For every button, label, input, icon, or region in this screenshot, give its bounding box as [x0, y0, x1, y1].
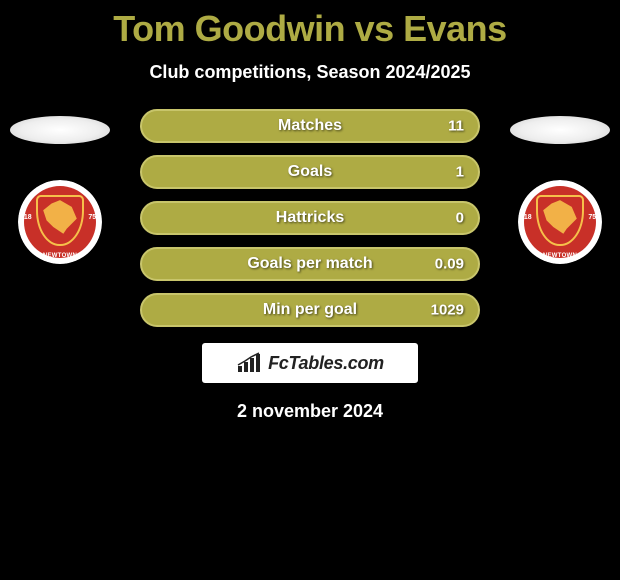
crest-club-name: NEWTOWN	[518, 253, 602, 259]
date-text: 2 november 2024	[0, 401, 620, 422]
stat-label: Min per goal	[263, 301, 357, 319]
left-player-col: 18 75 NEWTOWN	[10, 116, 110, 264]
crest-year-left: 18	[24, 214, 32, 221]
stat-value-right: 11	[448, 118, 464, 135]
crest-year-right: 75	[588, 214, 596, 221]
stat-value-right: 1	[456, 164, 464, 181]
stat-row-goals: Goals 1	[140, 155, 480, 189]
stat-list: Matches 11 Goals 1 Hattricks 0 Goals per…	[140, 109, 480, 327]
stat-label: Goals	[288, 163, 332, 181]
stat-value-right: 1029	[431, 302, 464, 319]
right-player-col: 18 75 NEWTOWN	[510, 116, 610, 264]
stat-value-right: 0	[456, 210, 464, 227]
page-title: Tom Goodwin vs Evans	[0, 0, 620, 50]
brand-box: FcTables.com	[202, 343, 418, 383]
stat-row-goals-per-match: Goals per match 0.09	[140, 247, 480, 281]
stat-row-matches: Matches 11	[140, 109, 480, 143]
right-player-photo-placeholder	[510, 116, 610, 144]
stat-value-right: 0.09	[435, 256, 464, 273]
right-club-crest: 18 75 NEWTOWN	[518, 180, 602, 264]
subtitle: Club competitions, Season 2024/2025	[0, 62, 620, 83]
left-player-photo-placeholder	[10, 116, 110, 144]
stat-label: Goals per match	[247, 255, 372, 273]
stat-label: Hattricks	[276, 209, 344, 227]
stat-label: Matches	[278, 117, 342, 135]
left-club-crest: 18 75 NEWTOWN	[18, 180, 102, 264]
crest-year-left: 18	[524, 214, 532, 221]
crest-year-right: 75	[88, 214, 96, 221]
brand-text: FcTables.com	[268, 353, 384, 374]
crest-club-name: NEWTOWN	[18, 253, 102, 259]
stat-row-hattricks: Hattricks 0	[140, 201, 480, 235]
brand-chart-icon	[236, 352, 262, 374]
stat-row-min-per-goal: Min per goal 1029	[140, 293, 480, 327]
